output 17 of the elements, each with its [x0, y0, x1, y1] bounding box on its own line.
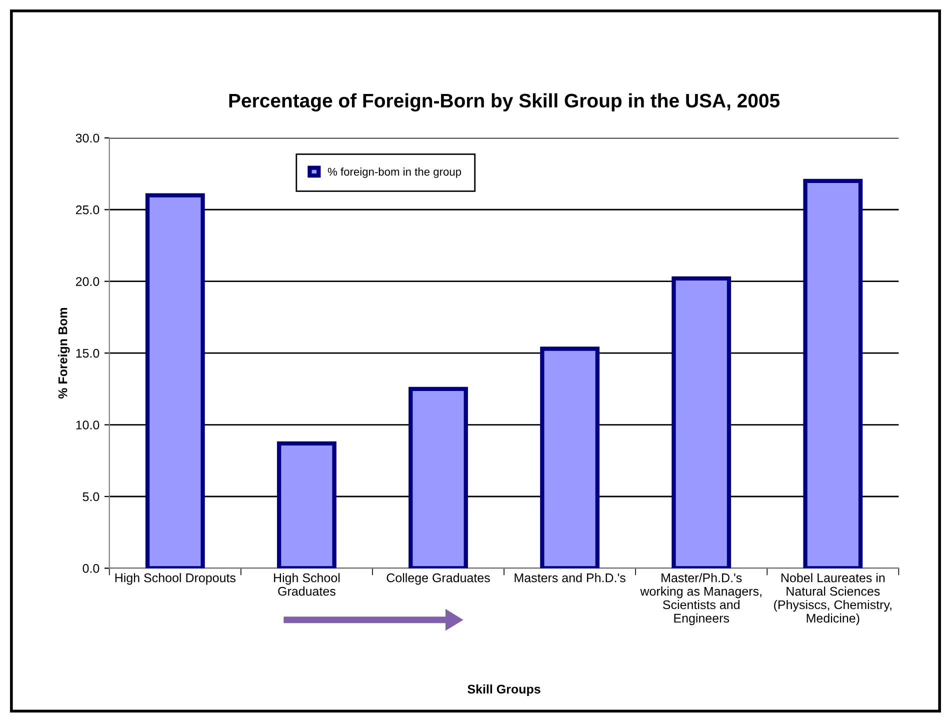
chart-title: Percentage of Foreign-Born by Skill Group in the USA, 2005 — [229, 93, 780, 112]
legend-label: % foreign-bom in the group — [328, 168, 462, 178]
y-tick-label: 5.0 — [82, 492, 100, 502]
y-tick-label: 30.0 — [76, 134, 100, 143]
y-tick-label: 25.0 — [76, 205, 100, 214]
y-axis-title: % Foreign Bom — [58, 308, 70, 399]
x-tick-label: College Graduates — [386, 573, 490, 585]
x-tick-label: High School Graduates — [274, 573, 340, 596]
x-tick-label: Masters and Ph.D.'s — [514, 573, 626, 582]
y-tick-label: 15.0 — [76, 348, 100, 358]
y-tick-label: 20.0 — [76, 277, 100, 286]
x-tick-label: Nobel Laureates in Natural Sciences (Physiscs, Chemistry, Medicine) — [774, 573, 892, 626]
y-tick-label: 0.0 — [82, 564, 100, 573]
x-axis-title: Skill Groups — [468, 684, 540, 696]
y-tick-label: 10.0 — [76, 420, 100, 430]
x-tick-label: Master/Ph.D.'s working as Managers, Scientists and Engineers — [640, 573, 762, 626]
x-tick-label: High School Dropouts — [115, 573, 236, 585]
